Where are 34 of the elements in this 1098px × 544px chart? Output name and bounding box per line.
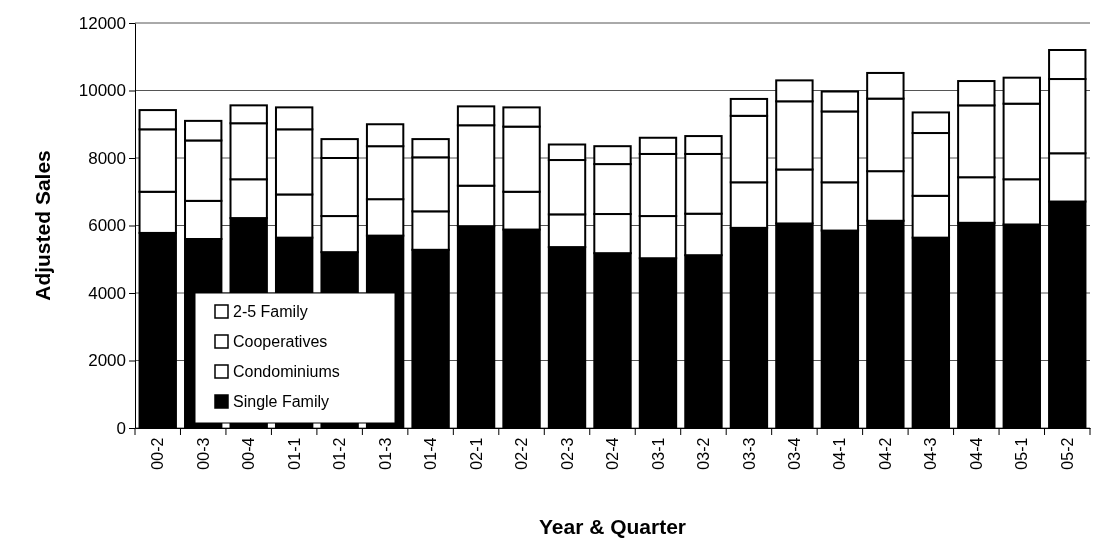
y-tick-label: 6000 xyxy=(88,216,126,236)
x-tick-label: 03-1 xyxy=(649,437,667,470)
y-tick-label: 8000 xyxy=(88,148,126,168)
x-tick-label: 02-1 xyxy=(467,437,485,470)
x-tick-label: 05-2 xyxy=(1058,437,1076,470)
legend-label: 2-5 Family xyxy=(233,303,308,320)
x-tick-label: 03-2 xyxy=(695,437,713,470)
x-tick-label: 00-3 xyxy=(194,437,212,470)
y-tick-label: 12000 xyxy=(78,13,126,33)
x-tick-label: 03-4 xyxy=(786,437,803,470)
x-tick-label: 00-4 xyxy=(240,437,258,470)
x-tick-label: 05-1 xyxy=(1013,437,1031,470)
x-tick-label: 00-2 xyxy=(149,437,167,470)
legend-label: Cooperatives xyxy=(233,333,328,350)
y-tick-label: 10000 xyxy=(78,81,126,101)
x-tick-label: 04-2 xyxy=(876,437,894,470)
legend-label: Condominiums xyxy=(233,363,340,380)
x-tick-label: 02-2 xyxy=(513,437,531,470)
x-tick-label: 04-3 xyxy=(922,437,940,470)
x-tick-label: 03-3 xyxy=(740,437,758,470)
y-tick-label: 2000 xyxy=(88,351,126,371)
x-tick-label: 04-1 xyxy=(831,437,849,470)
x-tick-label: 01-1 xyxy=(285,437,303,470)
y-tick-label: 0 xyxy=(116,418,126,438)
y-axis-title: Adjusted Sales xyxy=(31,150,54,301)
x-tick-label: 02-3 xyxy=(558,437,576,470)
legend-label: Single Family xyxy=(233,393,330,410)
x-tick-label: 04-4 xyxy=(967,437,985,470)
x-tick-label: 01-4 xyxy=(422,437,440,470)
x-axis-title: Year & Quarter xyxy=(538,515,687,538)
x-tick-label: 01-3 xyxy=(376,437,394,470)
y-tick-label: 4000 xyxy=(88,283,126,303)
x-tick-label: 02-4 xyxy=(604,437,622,470)
x-tick-label: 01-2 xyxy=(331,437,349,470)
